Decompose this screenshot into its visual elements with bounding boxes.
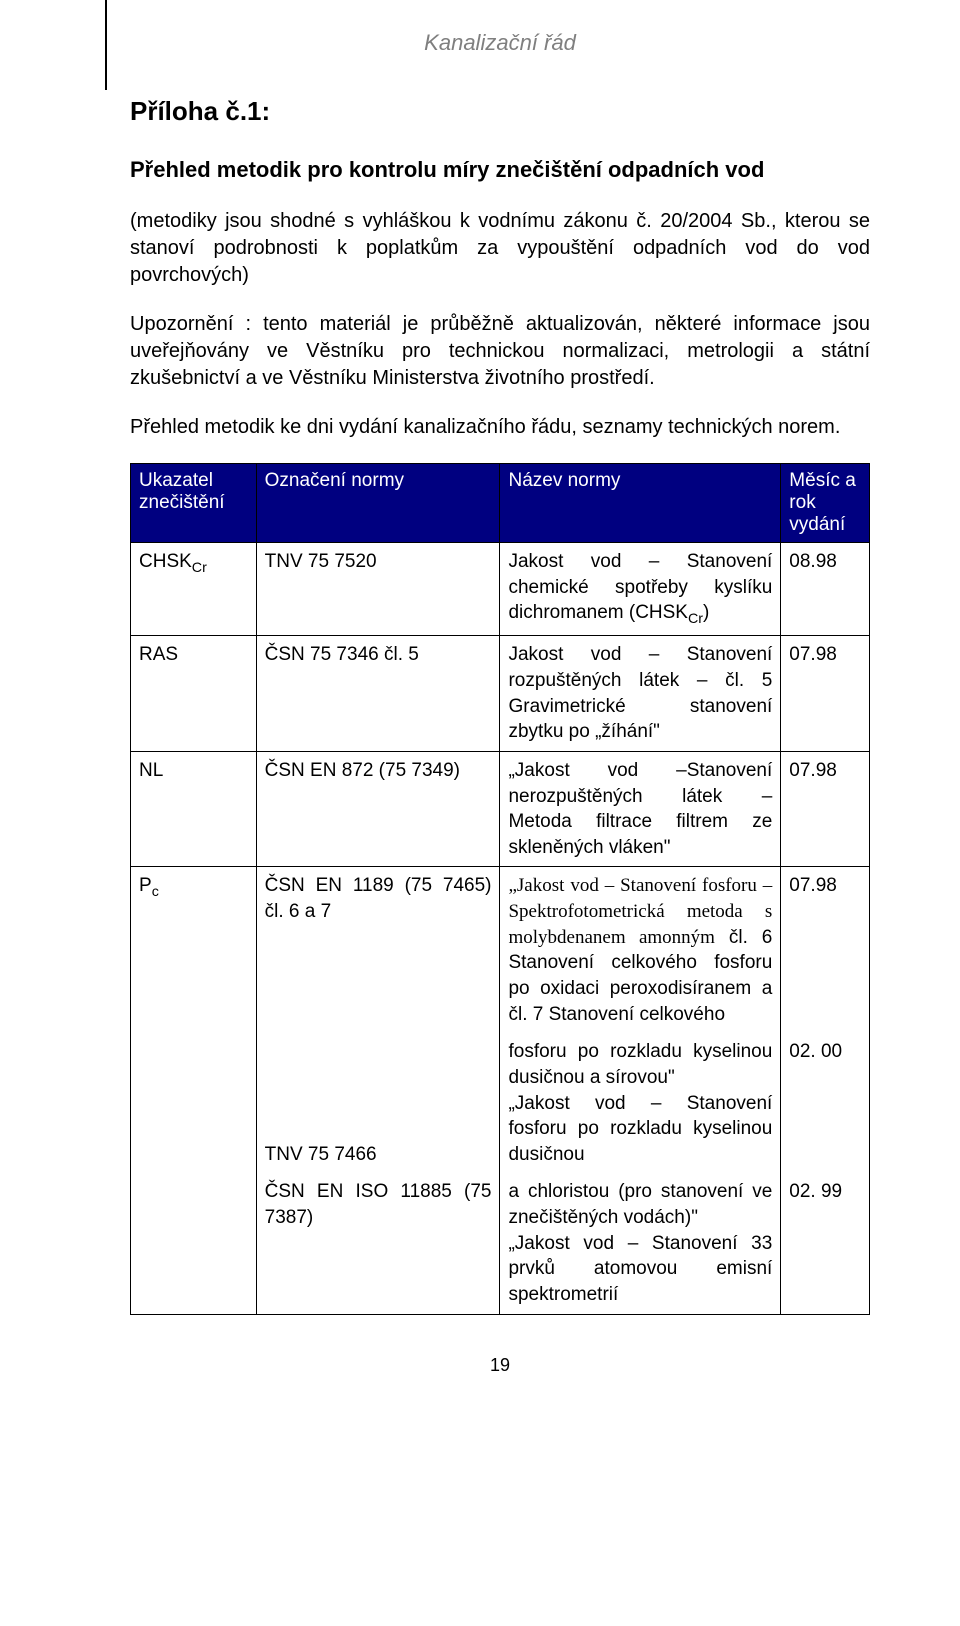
standards-table: Ukazatel znečištění Označení normy Název… — [130, 463, 870, 1315]
subscript: Cr — [192, 560, 207, 576]
table-header-row: Ukazatel znečištění Označení normy Název… — [131, 464, 870, 543]
cell-standard: ČSN EN ISO 11885 (75 7387) — [256, 1173, 500, 1314]
text: P — [139, 875, 152, 896]
cell-standard: TNV 75 7466 — [256, 1033, 500, 1173]
text: „Jakost vod – Stanovení fosforu po rozkl… — [508, 1093, 772, 1165]
cell-standard: TNV 75 7520 — [256, 543, 500, 636]
running-header: Kanalizační řád — [130, 30, 870, 56]
page-number: 19 — [130, 1355, 870, 1376]
attachment-title: Příloha č.1: — [130, 96, 870, 127]
table-row: Pc ČSN EN 1189 (75 7465) čl. 6 a 7 „Jako… — [131, 867, 870, 1033]
cell-date: 07.98 — [781, 751, 870, 867]
cell-name: fosforu po rozkladu kyselinou dusičnou a… — [500, 1033, 781, 1173]
cell-name: a chloristou (pro stanovení ve znečištěn… — [500, 1173, 781, 1314]
col-header-standard: Označení normy — [256, 464, 500, 543]
col-header-indicator: Ukazatel znečištění — [131, 464, 257, 543]
paragraph-3: Přehled metodik ke dni vydání kanalizačn… — [130, 414, 870, 441]
cell-date: 07.98 — [781, 867, 870, 1033]
table-row: NL ČSN EN 872 (75 7349) „Jakost vod –Sta… — [131, 751, 870, 867]
cell-standard: ČSN 75 7346 čl. 5 — [256, 636, 500, 752]
cell-standard: ČSN EN 1189 (75 7465) čl. 6 a 7 — [256, 867, 500, 1033]
cell-date: 02. 99 — [781, 1173, 870, 1314]
paragraph-1: (metodiky jsou shodné s vyhláškou k vodn… — [130, 208, 870, 289]
cell-indicator: NL — [131, 751, 257, 867]
cell-name: Jakost vod – Stanovení rozpuštěných láte… — [500, 636, 781, 752]
cell-indicator: RAS — [131, 636, 257, 752]
table-row: ČSN EN ISO 11885 (75 7387) a chloristou … — [131, 1173, 870, 1314]
text: a chloristou (pro stanovení ve znečištěn… — [508, 1181, 772, 1228]
text: CHSK — [139, 551, 192, 572]
page: Kanalizační řád Příloha č.1: Přehled met… — [0, 0, 960, 1416]
cell-indicator — [131, 1033, 257, 1173]
text: Jakost vod – Stanovení chemické spotřeby… — [508, 551, 772, 623]
cell-indicator: CHSKCr — [131, 543, 257, 636]
table-row: CHSKCr TNV 75 7520 Jakost vod – Stanoven… — [131, 543, 870, 636]
cell-date: 07.98 — [781, 636, 870, 752]
cell-standard: ČSN EN 872 (75 7349) — [256, 751, 500, 867]
col-header-name: Název normy — [500, 464, 781, 543]
cell-name: „Jakost vod – Stanovení fosforu – Spektr… — [500, 867, 781, 1033]
cell-indicator: Pc — [131, 867, 257, 1033]
col-header-date: Měsíc a rok vydání — [781, 464, 870, 543]
cell-name: „Jakost vod –Stanovení nerozpuštěných lá… — [500, 751, 781, 867]
cell-date: 08.98 — [781, 543, 870, 636]
paragraph-2: Upozornění : tento materiál je průběžně … — [130, 311, 870, 392]
text: „Jakost vod – Stanovení 33 prvků atomovo… — [508, 1233, 772, 1305]
table-row: RAS ČSN 75 7346 čl. 5 Jakost vod – Stano… — [131, 636, 870, 752]
table-row: TNV 75 7466 fosforu po rozkladu kyselino… — [131, 1033, 870, 1173]
cell-indicator — [131, 1173, 257, 1314]
text: fosforu po rozkladu kyselinou dusičnou a… — [508, 1041, 772, 1088]
cell-date: 02. 00 — [781, 1033, 870, 1173]
section-heading: Přehled metodik pro kontrolu míry znečiš… — [130, 157, 870, 183]
subscript: Cr — [688, 611, 703, 627]
text: ) — [703, 602, 709, 623]
left-margin-rule — [105, 0, 107, 90]
subscript: c — [152, 884, 159, 900]
cell-name: Jakost vod – Stanovení chemické spotřeby… — [500, 543, 781, 636]
